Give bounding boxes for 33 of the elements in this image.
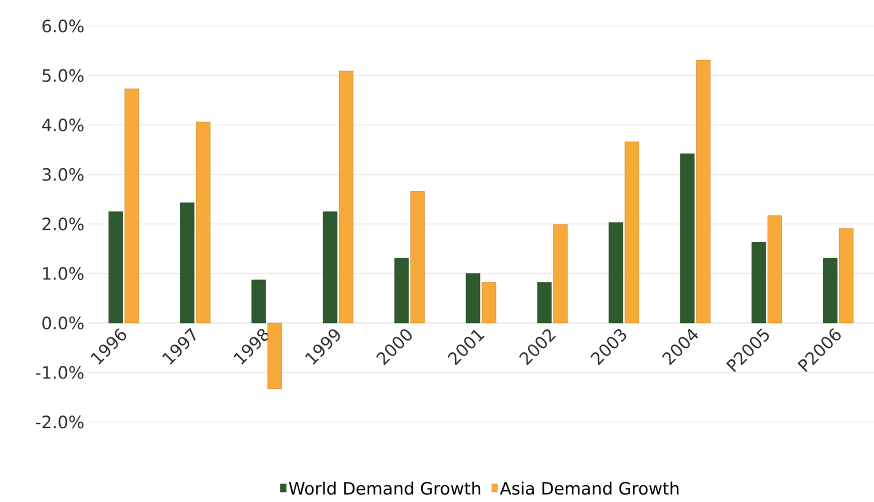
y-tick-label: -2.0% <box>36 416 84 428</box>
bar <box>752 242 766 324</box>
bar <box>839 228 854 324</box>
bar <box>196 122 210 324</box>
bar <box>180 202 194 324</box>
bar <box>768 215 782 324</box>
y-tick-label: -1.0% <box>36 366 84 379</box>
bar <box>696 60 711 324</box>
bar <box>823 258 838 324</box>
bar <box>410 191 425 324</box>
bar <box>553 224 568 324</box>
y-tick-label: 1.0% <box>43 267 84 280</box>
bar <box>338 70 354 324</box>
y-tick-label: 3.0% <box>42 168 84 181</box>
bar <box>322 211 338 324</box>
bar <box>680 154 695 324</box>
y-tick-label: 4.0% <box>42 118 84 132</box>
bar <box>267 322 282 390</box>
bar <box>251 280 266 324</box>
y-tick-label: 6.0% <box>42 20 84 32</box>
bar <box>394 258 409 324</box>
bar <box>624 142 640 324</box>
y-tick-label: 5.0% <box>42 69 84 82</box>
bar <box>482 282 496 324</box>
legend-label: World Demand Growth <box>288 482 480 495</box>
bar <box>537 282 552 324</box>
bar <box>608 222 624 324</box>
y-tick-label: 0.0% <box>42 316 84 330</box>
y-tick-label: 2.0% <box>42 218 84 230</box>
bar <box>124 88 139 324</box>
bar <box>466 273 480 324</box>
legend-label: Asia Demand Growth <box>500 482 678 495</box>
bar <box>108 211 123 324</box>
